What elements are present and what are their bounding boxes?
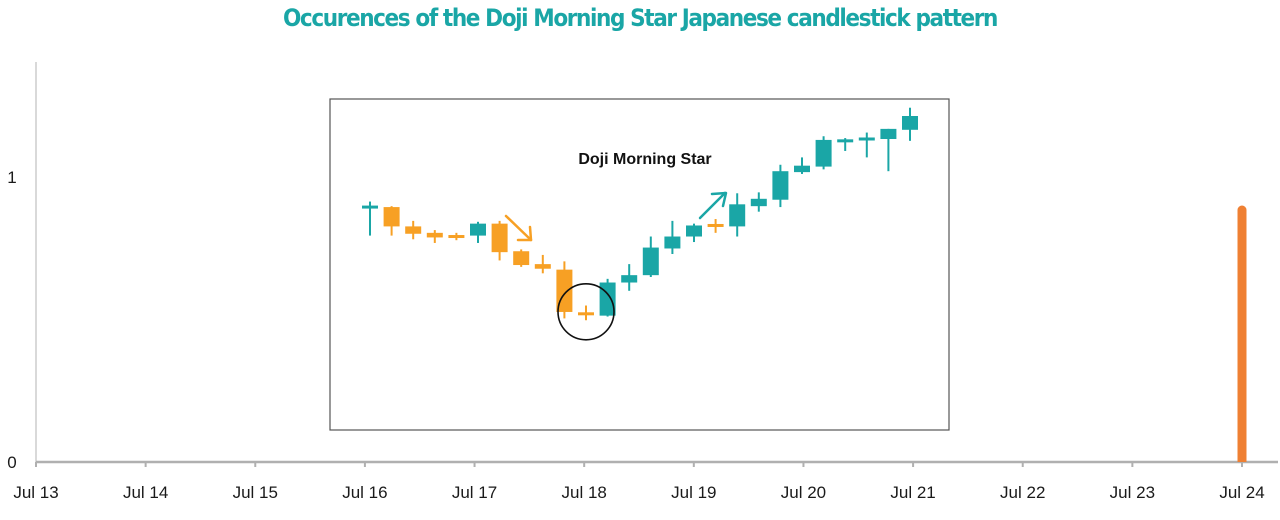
inset-candle	[729, 193, 746, 237]
inset-candle	[621, 264, 638, 291]
inset-candle	[470, 221, 486, 243]
candle-body	[858, 137, 875, 141]
x-tick-label: Jul 16	[342, 483, 387, 502]
candle-body	[902, 116, 918, 130]
inset-frame	[329, 98, 950, 431]
inset-candle	[383, 206, 400, 236]
candle-body	[880, 128, 897, 139]
inset-candle	[534, 254, 551, 274]
downtrend-arrow-icon	[504, 214, 533, 242]
inset-candle	[880, 128, 897, 172]
x-tick-label: Jul 17	[452, 483, 497, 502]
inset-candle	[902, 107, 918, 141]
chart-title: Occurences of the Doji Morning Star Japa…	[282, 4, 998, 32]
inset-candle	[815, 136, 832, 170]
inset-candle	[362, 201, 378, 236]
x-tick-label: Jul 13	[13, 483, 58, 502]
candle-body	[621, 275, 638, 283]
candle-body	[772, 171, 789, 200]
y-tick-label: 1	[7, 168, 16, 187]
inset-candle	[448, 232, 465, 241]
x-tick-label: Jul 14	[123, 483, 168, 502]
inset-candle	[772, 164, 789, 208]
candle-body	[491, 223, 508, 253]
inset-candle	[686, 223, 702, 243]
candle-body	[707, 223, 724, 227]
candle-body	[729, 204, 746, 227]
bars	[1237, 205, 1247, 462]
inset-candle	[578, 305, 594, 321]
candle-body	[383, 207, 400, 227]
inset-candle	[750, 192, 767, 212]
x-tick-label: Jul 18	[561, 483, 606, 502]
inset-candle	[513, 249, 530, 267]
x-tick-label: Jul 19	[671, 483, 716, 502]
candle-body	[815, 139, 832, 167]
y-tick-label: 0	[7, 453, 16, 472]
uptrend-arrow-icon	[698, 191, 728, 220]
inset-candle	[664, 220, 681, 254]
candle-body	[534, 264, 551, 269]
highlight-circle	[557, 282, 615, 341]
x-tick-label: Jul 21	[890, 483, 935, 502]
candle-body	[426, 232, 443, 238]
axes: 0 1 Jul 13 Jul 14 Jul 15 Jul 16 Jul 17 Jul 18 Ju…	[7, 62, 1278, 502]
inset-candle	[707, 219, 724, 233]
candle-body	[837, 139, 854, 143]
inset-candle	[837, 138, 854, 151]
x-tick-label: Jul 22	[1000, 483, 1045, 502]
inset-illustration: Doji Morning Star	[329, 98, 950, 431]
bar	[1237, 205, 1247, 462]
inset-candle	[405, 220, 422, 240]
inset-candle	[858, 132, 875, 158]
inset-label: Doji Morning Star	[578, 151, 711, 168]
candle-body	[405, 226, 422, 234]
candle-body	[664, 236, 681, 249]
x-tick-label: Jul 23	[1110, 483, 1155, 502]
candle-body	[642, 247, 659, 276]
x-tick-label: Jul 20	[781, 483, 826, 502]
candle-body	[794, 165, 810, 173]
inset-candle	[426, 230, 443, 243]
candle-body	[686, 225, 702, 237]
x-tick-label: Jul 15	[233, 483, 278, 502]
inset-candle	[642, 236, 659, 277]
candle-body	[578, 312, 594, 316]
inset-candle	[491, 220, 508, 261]
candle-body	[362, 205, 378, 209]
inset-candle	[794, 157, 810, 174]
candle-body	[513, 251, 530, 266]
candle-body	[750, 198, 767, 207]
x-tick-label: Jul 24	[1219, 483, 1264, 502]
candle-body	[448, 235, 465, 239]
candle-body	[470, 223, 486, 236]
